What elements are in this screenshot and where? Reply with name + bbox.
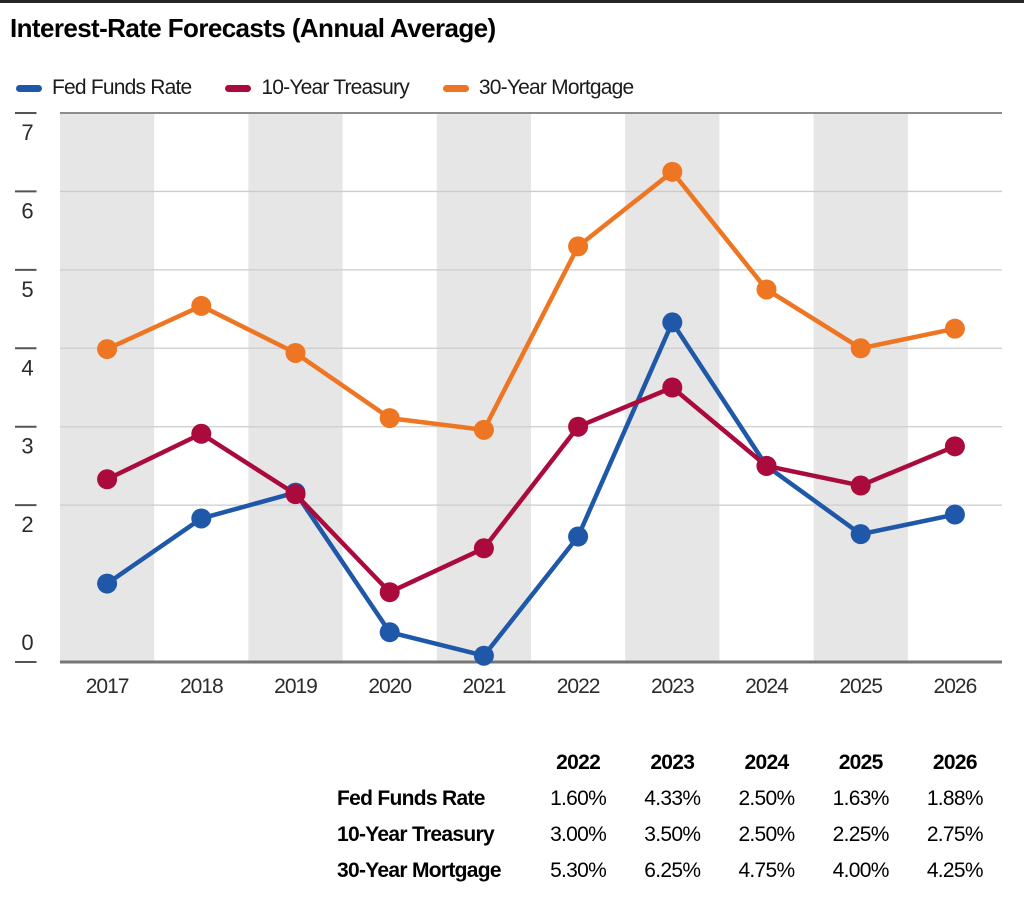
legend-item-10-year-treasury: 10-Year Treasury [225, 76, 410, 100]
table-value-cell: 1.60% [550, 787, 607, 810]
table-value-cell: 4.75% [738, 859, 795, 882]
x-tick-label: 2018 [180, 675, 223, 698]
year-band [813, 113, 908, 662]
table-value-cell: 3.50% [644, 823, 701, 846]
table-value-cell: 6.25% [644, 859, 701, 882]
x-tick-label: 2023 [651, 675, 694, 698]
chart-legend: Fed Funds Rate 10-Year Treasury 30-Year Mo… [16, 76, 634, 100]
y-axis: 7 6 5 4 3 2 0 [15, 112, 37, 663]
y-tick-label: 3 [21, 434, 33, 459]
series-line [104, 385, 958, 595]
data-point [662, 312, 683, 333]
table-corner-cell [337, 745, 531, 781]
table-value-cell: 4.33% [644, 787, 701, 810]
data-point [850, 524, 871, 545]
data-point [568, 416, 589, 437]
data-point [285, 342, 306, 363]
y-tick-label: 0 [21, 630, 33, 655]
series-line [104, 320, 958, 658]
table-column-header: 2022 [556, 751, 601, 774]
table-value-cell: 2.25% [832, 823, 890, 846]
series-line [104, 169, 958, 433]
x-tick-label: 2025 [839, 675, 882, 698]
table-row-label: Fed Funds Rate [337, 787, 485, 810]
gridlines [60, 112, 1002, 664]
x-tick-label: 2022 [557, 675, 600, 698]
x-axis: 2017 2018 2019 2020 2021 2022 2023 2024 2025 2026 [86, 675, 978, 698]
x-tick-label: 2026 [934, 675, 977, 698]
data-point [379, 582, 400, 603]
table-column-header: 2024 [744, 751, 790, 774]
page-title: Interest-Rate Forecasts (Annual Average) [10, 13, 496, 43]
table-row-label: 10-Year Treasury [337, 823, 495, 846]
data-point [568, 526, 589, 547]
x-tick-label: 2020 [368, 675, 411, 698]
year-band [436, 113, 531, 662]
table-value-cell: 3.00% [550, 823, 607, 846]
data-point [756, 455, 777, 476]
data-point [944, 504, 965, 525]
y-tick-label: 2 [21, 512, 33, 537]
y-tick-label: 4 [21, 355, 33, 380]
y-tick-label: 7 [21, 120, 33, 145]
data-point [662, 377, 683, 398]
forecast-table: 2022 2023 2024 2025 2026 Fed Funds Rate 1.60% 4… [337, 745, 1002, 889]
table-column-header: 2025 [838, 751, 884, 774]
legend-item-30-year-mortgage: 30-Year Mortgage [442, 76, 634, 100]
data-point [850, 475, 871, 496]
data-point [285, 484, 306, 505]
data-point [191, 423, 212, 444]
legend-label: 30-Year Mortgage [478, 76, 634, 99]
data-point [97, 339, 118, 360]
table-value-cell: 1.88% [926, 787, 984, 810]
table-value-cell: 1.63% [832, 787, 890, 810]
legend-label: Fed Funds Rate [52, 76, 192, 99]
year-bands [60, 113, 908, 662]
data-point [379, 622, 400, 643]
legend-item-fed-funds-rate: Fed Funds Rate [16, 76, 192, 100]
data-point [473, 645, 494, 666]
data-point [756, 279, 777, 300]
legend-swatch-10-year-treasury [225, 84, 252, 92]
table-column-header: 2026 [932, 751, 978, 774]
data-point [568, 236, 589, 257]
table-value-cell: 2.50% [738, 823, 795, 846]
table-row-label: 30-Year Mortgage [337, 859, 502, 882]
legend-label: 10-Year Treasury [261, 76, 409, 99]
data-point [379, 408, 400, 429]
table-value-cell: 4.25% [926, 859, 984, 882]
x-tick-label: 2017 [86, 675, 129, 698]
data-point [944, 436, 965, 457]
y-tick-label: 5 [21, 277, 33, 302]
x-tick-label: 2021 [463, 675, 506, 698]
series-10-year-treasury [97, 377, 965, 603]
table-value-cell: 2.50% [738, 787, 795, 810]
data-point [944, 318, 965, 339]
legend-swatch-30-year-mortgage [442, 84, 469, 92]
data-point [662, 161, 683, 182]
table-column-header: 2023 [650, 751, 695, 774]
legend-swatch-fed-funds-rate [16, 84, 42, 92]
data-point [473, 538, 494, 559]
table-value-cell: 4.00% [832, 859, 890, 882]
table-value-cell: 5.30% [550, 859, 607, 882]
data-point [850, 338, 871, 359]
data-point [473, 419, 494, 440]
x-tick-label: 2024 [745, 675, 789, 698]
data-point [97, 469, 118, 490]
data-point [191, 295, 212, 316]
year-band [60, 113, 155, 662]
top-accent-bar [0, 0, 1024, 3]
data-point [97, 573, 118, 594]
year-band [248, 113, 343, 662]
table-value-cell: 2.75% [926, 823, 984, 846]
series-30-year-mortgage [97, 161, 965, 440]
data-point [191, 508, 212, 529]
x-tick-label: 2019 [274, 675, 317, 698]
y-tick-label: 6 [21, 198, 33, 223]
